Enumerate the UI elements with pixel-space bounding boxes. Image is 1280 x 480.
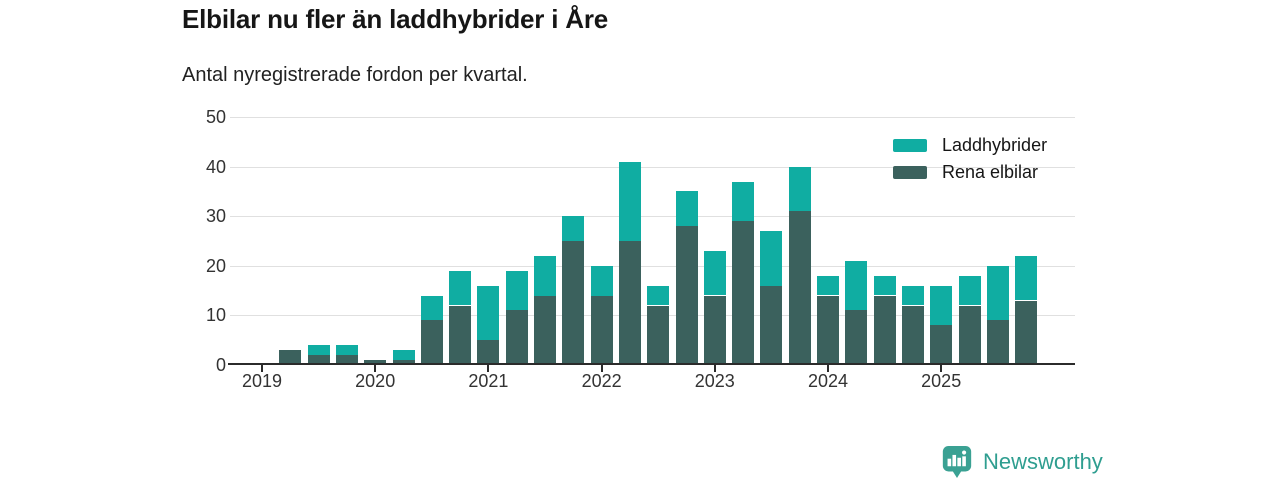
bar-segment-laddhybrider <box>817 275 839 296</box>
x-axis-tick <box>827 365 829 372</box>
bar-segment-laddhybrider <box>562 216 585 241</box>
x-axis-line <box>228 363 1075 365</box>
bar-segment-laddhybrider <box>590 265 613 296</box>
bar-segment-rena-elbilar <box>618 241 641 365</box>
newsworthy-wordmark: Newsworthy <box>983 449 1103 474</box>
x-axis-label: 2024 <box>807 371 849 391</box>
bar-segment-rena-elbilar <box>449 305 472 365</box>
bar-segment-rena-elbilar <box>873 295 896 365</box>
x-axis-tick <box>374 365 377 372</box>
bar-segment-rena-elbilar <box>958 305 981 365</box>
bar-segment-laddhybrider <box>788 166 811 212</box>
x-axis-label: 2020 <box>355 371 396 391</box>
gridline <box>230 166 1075 168</box>
legend-label: Rena elbilar <box>942 162 1039 182</box>
bar-segment-rena-elbilar <box>562 241 585 365</box>
bar-segment-rena-elbilar <box>420 320 443 365</box>
x-axis-label: 2025 <box>921 371 962 391</box>
x-axis-tick <box>261 365 263 372</box>
x-axis-label: 2021 <box>468 371 509 391</box>
bar-segment-laddhybrider <box>618 161 641 241</box>
x-axis-label: 2022 <box>581 371 622 391</box>
bar-segment-laddhybrider <box>986 265 1009 321</box>
bar-segment-rena-elbilar <box>817 295 839 365</box>
x-axis-label: 2019 <box>241 371 283 391</box>
x-axis-tick <box>487 365 490 372</box>
bar-segment-laddhybrider <box>901 285 924 306</box>
bar-segment-laddhybrider <box>675 191 698 227</box>
bar-segment-laddhybrider <box>505 270 528 311</box>
x-axis-tick <box>713 365 716 372</box>
bar-segment-rena-elbilar <box>335 355 358 365</box>
legend: Laddhybrider Rena elbilar <box>893 132 1047 186</box>
legend-swatch <box>893 139 927 152</box>
bar-segment-rena-elbilar <box>307 355 330 365</box>
y-axis-label: 20 <box>205 255 226 276</box>
bar-segment-rena-elbilar <box>732 221 755 365</box>
bar-segment-rena-elbilar <box>477 340 500 365</box>
gridline <box>230 265 1075 267</box>
bar-segment-rena-elbilar <box>392 360 415 365</box>
gridline <box>230 117 1075 118</box>
y-axis-label: 0 <box>215 355 226 375</box>
bar-segment-rena-elbilar <box>590 295 613 365</box>
bar-segment-rena-elbilar <box>760 285 783 365</box>
chart-subtitle: Antal nyregistrerade fordon per kvartal. <box>182 64 528 86</box>
newsworthy-logo[interactable]: Newsworthy <box>940 444 1103 480</box>
legend-label: Laddhybrider <box>942 135 1048 155</box>
legend-row: Laddhybrider <box>893 132 1047 159</box>
bar-segment-laddhybrider <box>703 250 726 296</box>
newsworthy-badge-icon <box>942 445 972 479</box>
bar-segment-rena-elbilar <box>534 295 556 365</box>
bar-segment-rena-elbilar <box>845 310 868 365</box>
y-axis-label: 50 <box>205 107 226 127</box>
bar-segment-rena-elbilar <box>505 310 528 365</box>
bar-segment-laddhybrider <box>873 275 896 296</box>
bar-segment-laddhybrider <box>449 270 472 306</box>
bar-segment-rena-elbilar <box>647 305 670 365</box>
bar-segment-rena-elbilar <box>1015 300 1038 365</box>
bar-segment-rena-elbilar <box>675 226 698 365</box>
bar-segment-laddhybrider <box>958 275 981 306</box>
bar-segment-rena-elbilar <box>788 211 811 365</box>
bar-segment-laddhybrider <box>1015 255 1038 301</box>
bar-segment-laddhybrider <box>845 260 868 311</box>
bar-segment-laddhybrider <box>534 255 556 296</box>
bar-segment-laddhybrider <box>647 285 670 306</box>
bar-segment-rena-elbilar <box>364 360 387 365</box>
x-axis-tick <box>940 365 943 372</box>
bar-segment-laddhybrider <box>477 285 500 341</box>
bar-segment-laddhybrider <box>760 231 783 286</box>
bar-segment-rena-elbilar <box>279 350 302 365</box>
y-axis-label: 10 <box>205 305 226 326</box>
chart-title: Elbilar nu fler än laddhybrider i Åre <box>182 4 609 34</box>
legend-row: Rena elbilar <box>893 159 1047 186</box>
gridline <box>230 216 1075 218</box>
bar-segment-laddhybrider <box>930 285 953 326</box>
bar-segment-rena-elbilar <box>986 320 1009 365</box>
bar-segment-laddhybrider <box>732 181 755 222</box>
bar-segment-laddhybrider <box>335 345 358 356</box>
y-axis-label: 40 <box>205 156 226 177</box>
bar-segment-laddhybrider <box>307 345 330 356</box>
x-axis-label: 2023 <box>694 371 735 391</box>
bar-segment-laddhybrider <box>392 350 415 360</box>
bar-segment-rena-elbilar <box>703 295 726 365</box>
legend-swatch <box>893 166 927 179</box>
y-axis-label: 30 <box>205 206 226 227</box>
x-axis-tick <box>600 365 603 372</box>
bar-segment-laddhybrider <box>420 295 443 321</box>
bar-segment-rena-elbilar <box>930 325 953 365</box>
bar-segment-rena-elbilar <box>901 305 924 365</box>
